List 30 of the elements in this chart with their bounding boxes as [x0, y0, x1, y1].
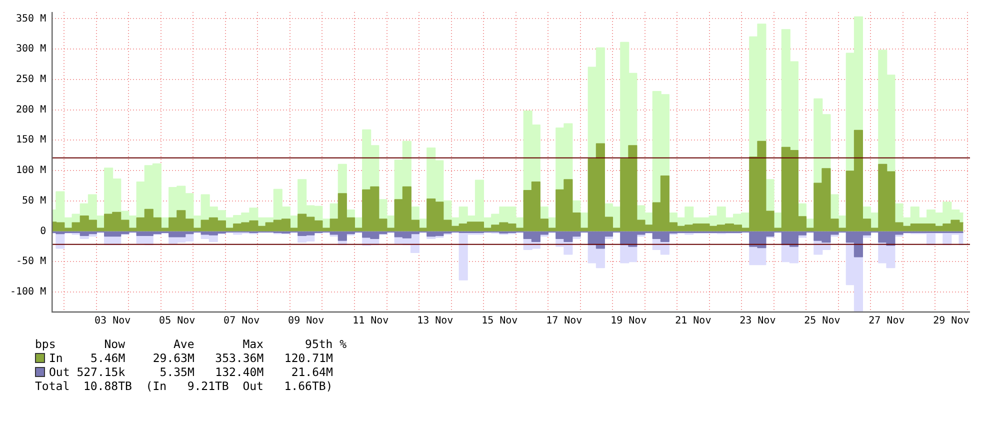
x-tick-label: 25 Nov: [804, 316, 840, 327]
x-tick-label: 27 Nov: [868, 316, 905, 327]
x-tick-label: 11 Nov: [352, 316, 389, 327]
x-tick-label: 15 Nov: [482, 316, 518, 327]
y-tick-label: 200 M: [16, 104, 46, 116]
text: Total 10.88TB (In 9.21TB Out 1.66TB): [35, 379, 334, 393]
y-tick-label: 350 M: [16, 13, 46, 24]
x-tick-label: 29 Nov: [933, 316, 970, 327]
y-tick-label: 300 M: [16, 44, 46, 55]
text: 5.46M 29.63M 353.36M 120.71M: [90, 351, 333, 365]
y-tick-label: 100 M: [16, 165, 46, 176]
legend-label: In: [49, 351, 64, 365]
x-tick-label: 07 Nov: [224, 316, 260, 327]
text: bps Now Ave Max 95th %: [35, 337, 347, 351]
y-tick-label: 250 M: [16, 74, 46, 86]
y-tick-label: 150 M: [16, 134, 46, 146]
x-tick-label: 23 Nov: [740, 316, 776, 327]
text: 527.15k 5.35M 132.40M 21.64M: [76, 365, 333, 379]
y-tick-label: 50 M: [22, 195, 46, 206]
x-tick-label: 17 Nov: [546, 316, 582, 327]
x-tick-label: 03 Nov: [94, 316, 131, 327]
x-tick-label: 09 Nov: [288, 316, 324, 327]
y-tick-label: 0: [40, 226, 46, 237]
x-tick-label: 19 Nov: [610, 316, 647, 327]
y-tick-label: -100 M: [10, 286, 46, 298]
x-tick-label: 13 Nov: [417, 316, 454, 327]
x-tick-label: 05 Nov: [159, 316, 196, 327]
y-tick-label: -50 M: [16, 256, 46, 268]
legend-label: Out: [49, 365, 70, 379]
x-tick-label: 21 Nov: [675, 316, 712, 327]
